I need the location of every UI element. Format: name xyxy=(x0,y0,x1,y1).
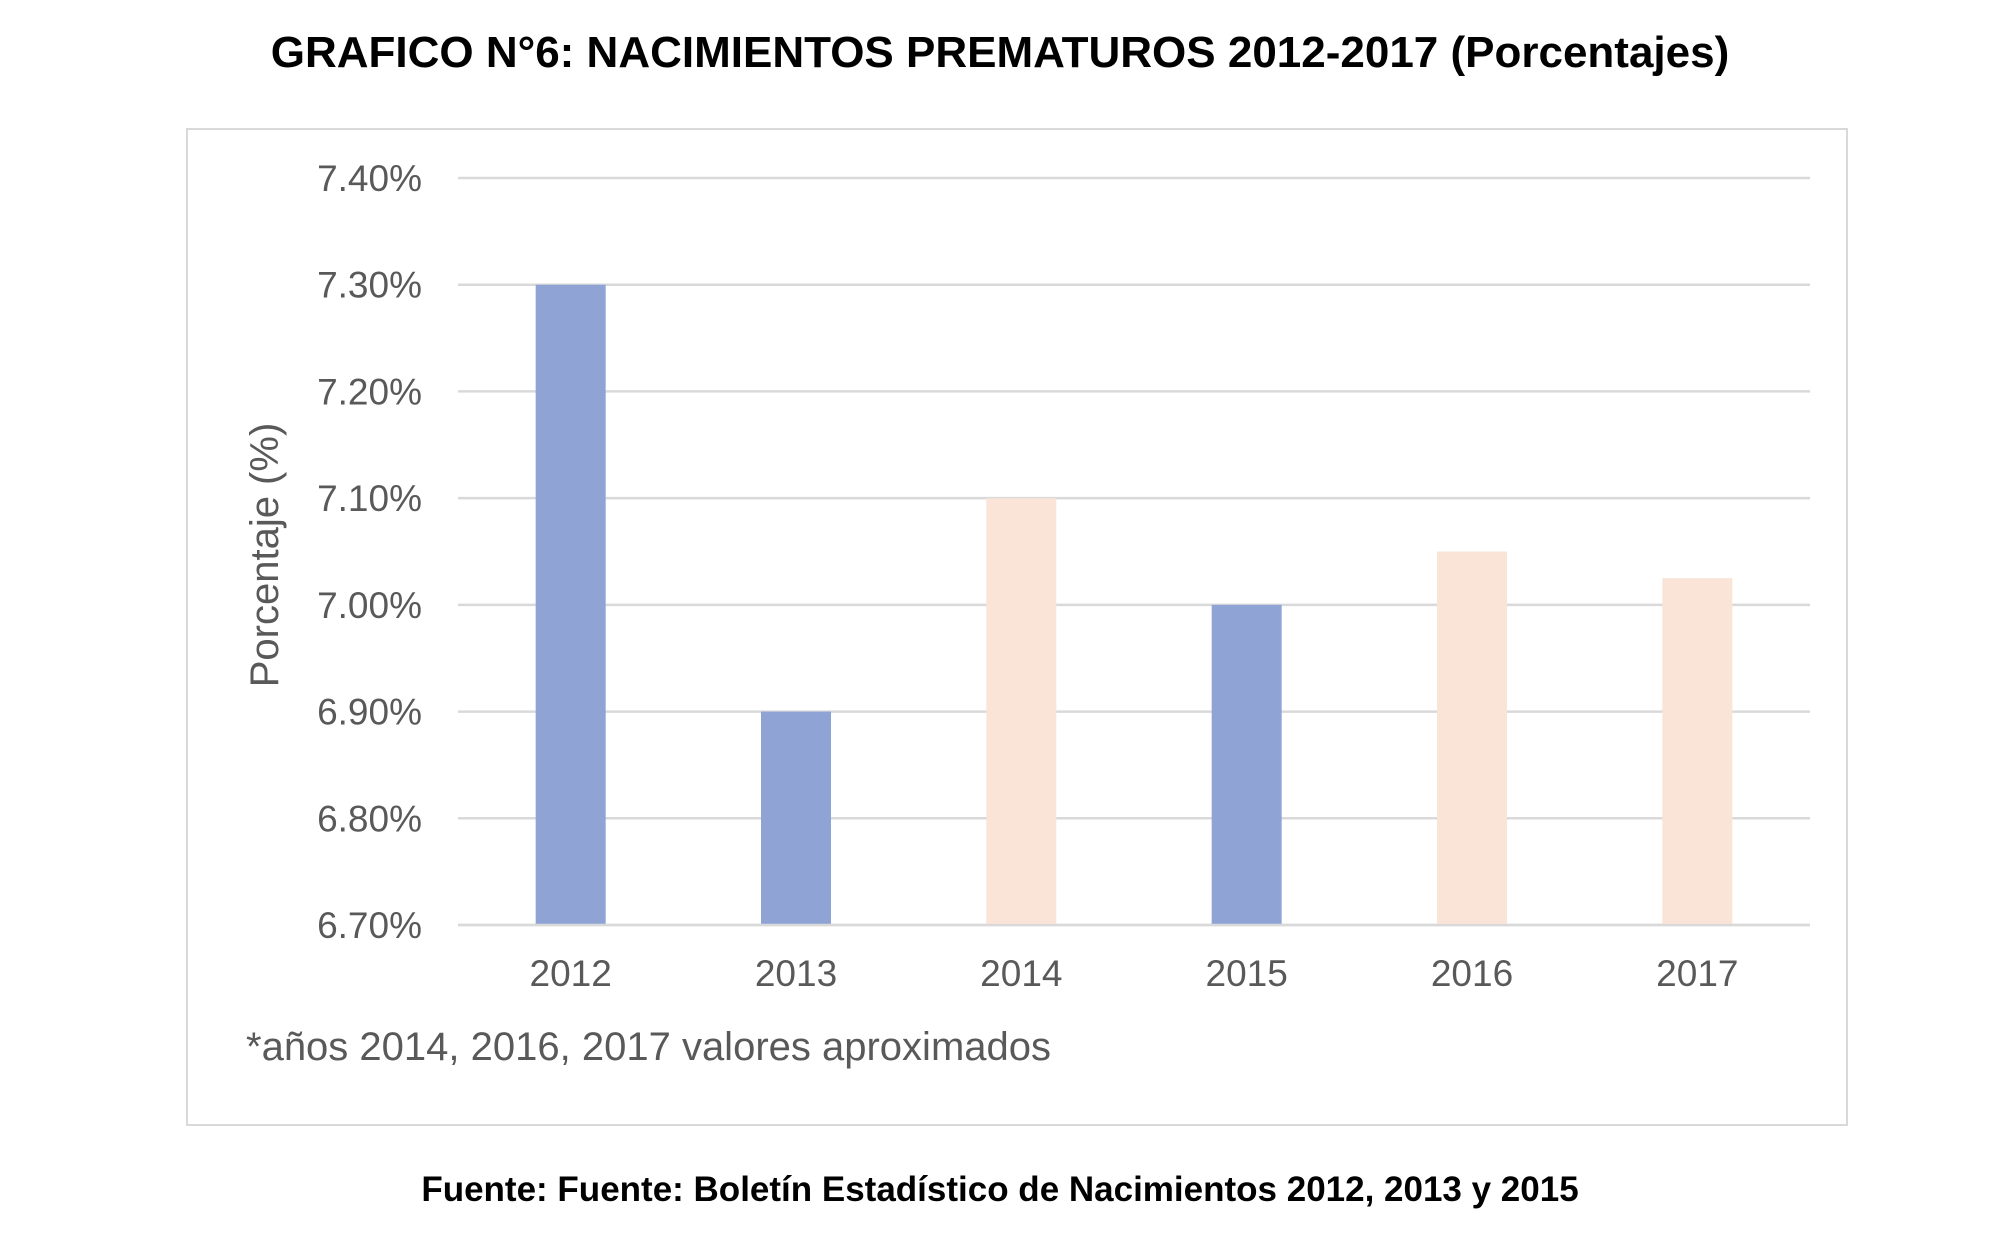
bar-2016 xyxy=(1437,551,1507,925)
x-axis-ticks: 2012 2013 2014 2015 2016 2017 xyxy=(530,953,1739,994)
bar-2013 xyxy=(761,711,831,925)
bar-chart: 6.70% 6.80% 6.90% 7.00% 7.10% 7.20% 7.30% 7.40%… xyxy=(243,158,1810,1069)
x-tick-label: 2013 xyxy=(755,953,837,994)
x-tick-label: 2014 xyxy=(980,953,1062,994)
chart-area: 6.70% 6.80% 6.90% 7.00% 7.10% 7.20% 7.30% 7.40%… xyxy=(186,128,1848,1126)
source-note: Fuente: Fuente: Boletín Estadístico de N… xyxy=(421,1170,1579,1209)
y-axis-ticks: 6.70% 6.80% 6.90% 7.00% 7.10% 7.20% 7.30% 7.40% xyxy=(317,158,422,946)
chart-title: GRAFICO N°6: NACIMIENTOS PREMATUROS 2012… xyxy=(270,28,1730,77)
bar-2014 xyxy=(986,498,1057,925)
bar-2012 xyxy=(535,284,606,925)
y-tick-label: 7.30% xyxy=(317,265,422,306)
bar-2017 xyxy=(1662,578,1733,925)
x-tick-label: 2016 xyxy=(1431,953,1513,994)
gridlines xyxy=(458,176,1810,927)
bar-2015 xyxy=(1211,604,1282,925)
x-tick-label: 2017 xyxy=(1656,953,1738,994)
x-tick-label: 2012 xyxy=(530,953,612,994)
y-tick-label: 6.80% xyxy=(317,798,422,839)
y-tick-label: 6.70% xyxy=(317,905,422,946)
y-tick-label: 7.10% xyxy=(317,478,422,519)
approximation-note: *años 2014, 2016, 2017 valores aproximad… xyxy=(246,1025,1051,1069)
y-tick-label: 7.20% xyxy=(317,371,422,412)
y-tick-label: 7.40% xyxy=(317,158,422,199)
y-axis-label: Porcentaje (%) xyxy=(243,423,287,688)
y-tick-label: 7.00% xyxy=(317,585,422,626)
y-tick-label: 6.90% xyxy=(317,692,422,733)
x-tick-label: 2015 xyxy=(1206,953,1288,994)
bars xyxy=(458,284,1810,927)
